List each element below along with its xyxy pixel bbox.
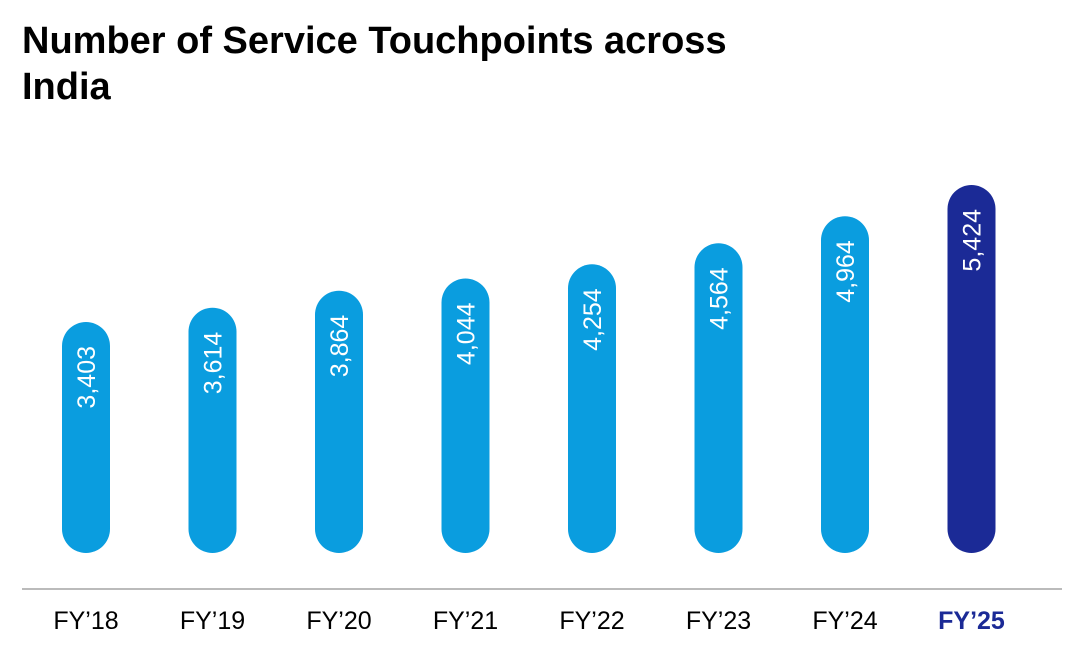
x-tick-label-4: FY’22 (559, 607, 624, 635)
bar-6 (821, 216, 869, 553)
bar-2 (315, 290, 363, 553)
bar-4 (568, 264, 616, 553)
x-tick-label-6: FY’24 (812, 607, 877, 635)
value-label-4: 4,254 (579, 288, 607, 351)
x-tick-label-5: FY’23 (686, 607, 751, 635)
x-tick-label-3: FY’21 (433, 607, 498, 635)
value-label-0: 3,403 (73, 346, 101, 409)
tick-labels-group: FY’18 FY’19 FY’20 FY’21 FY’22 FY’23 FY’24 FY’25 (53, 607, 1005, 635)
chart-title: Number of Service Touchpoints across Ind… (22, 20, 727, 108)
bar-7 (947, 185, 996, 553)
value-label-1: 3,614 (200, 332, 228, 395)
x-tick-label-2: FY’20 (306, 607, 371, 635)
bar-1 (188, 307, 237, 553)
bar-0 (62, 322, 110, 553)
bar-3 (441, 278, 490, 553)
bars-group (62, 185, 996, 554)
value-label-6: 4,964 (832, 240, 860, 303)
value-label-5: 4,564 (706, 267, 734, 330)
value-label-2: 3,864 (326, 315, 354, 378)
x-tick-label-7: FY’25 (938, 607, 1005, 635)
bar-5 (694, 243, 743, 554)
value-label-3: 4,044 (453, 302, 481, 365)
x-tick-label-0: FY’18 (53, 607, 118, 635)
value-label-7: 5,424 (959, 209, 987, 272)
x-tick-label-1: FY’19 (180, 607, 245, 635)
value-labels-group: 3,403 3,614 3,864 4,044 4,254 4,564 4,964 5,424 (73, 209, 987, 409)
